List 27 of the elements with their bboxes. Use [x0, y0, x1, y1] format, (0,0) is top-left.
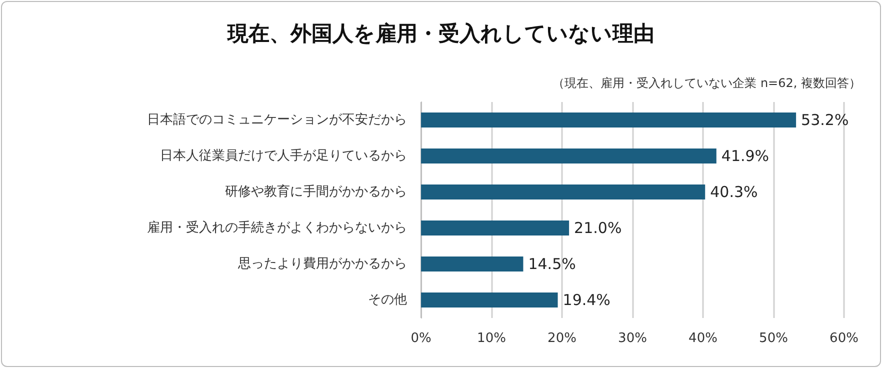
- bar: [421, 184, 706, 200]
- x-tick-label: 20%: [548, 331, 576, 346]
- data-label: 21.0%: [574, 219, 622, 237]
- chart-subtitle: （現在、雇用・受入れしていない企業 n=62, 複数回答）: [552, 76, 861, 90]
- data-label: 53.2%: [801, 111, 849, 129]
- x-tick-label: 40%: [688, 331, 718, 346]
- bar: [421, 220, 570, 236]
- y-tick-label: 雇用・受入れの手続きがよくわからないから: [147, 220, 407, 236]
- y-tick-label: 日本人従業員だけで人手が足りているから: [160, 148, 407, 164]
- data-label: 40.3%: [710, 183, 758, 201]
- data-label: 41.9%: [721, 147, 770, 165]
- y-tick-label: 思ったより費用がかかるから: [237, 256, 407, 272]
- data-label: 14.5%: [528, 255, 576, 273]
- chart-title: 現在、外国人を雇用・受入れしていない理由: [226, 22, 654, 46]
- bar: [421, 292, 558, 308]
- bar: [421, 112, 796, 128]
- bar: [421, 256, 524, 272]
- data-label: 19.4%: [562, 291, 610, 309]
- y-tick-label: その他: [368, 292, 407, 308]
- y-tick-label: 研修や教育に手間がかかるから: [225, 184, 407, 200]
- x-tick-label: 50%: [759, 331, 788, 346]
- x-tick-label: 0%: [410, 331, 432, 346]
- x-tick-label: 10%: [477, 331, 506, 346]
- x-tick-label: 60%: [830, 331, 858, 346]
- y-tick-label: 日本語でのコミュニケーションが不安だから: [147, 112, 407, 128]
- bar: [421, 148, 716, 164]
- x-tick-label: 30%: [618, 331, 647, 346]
